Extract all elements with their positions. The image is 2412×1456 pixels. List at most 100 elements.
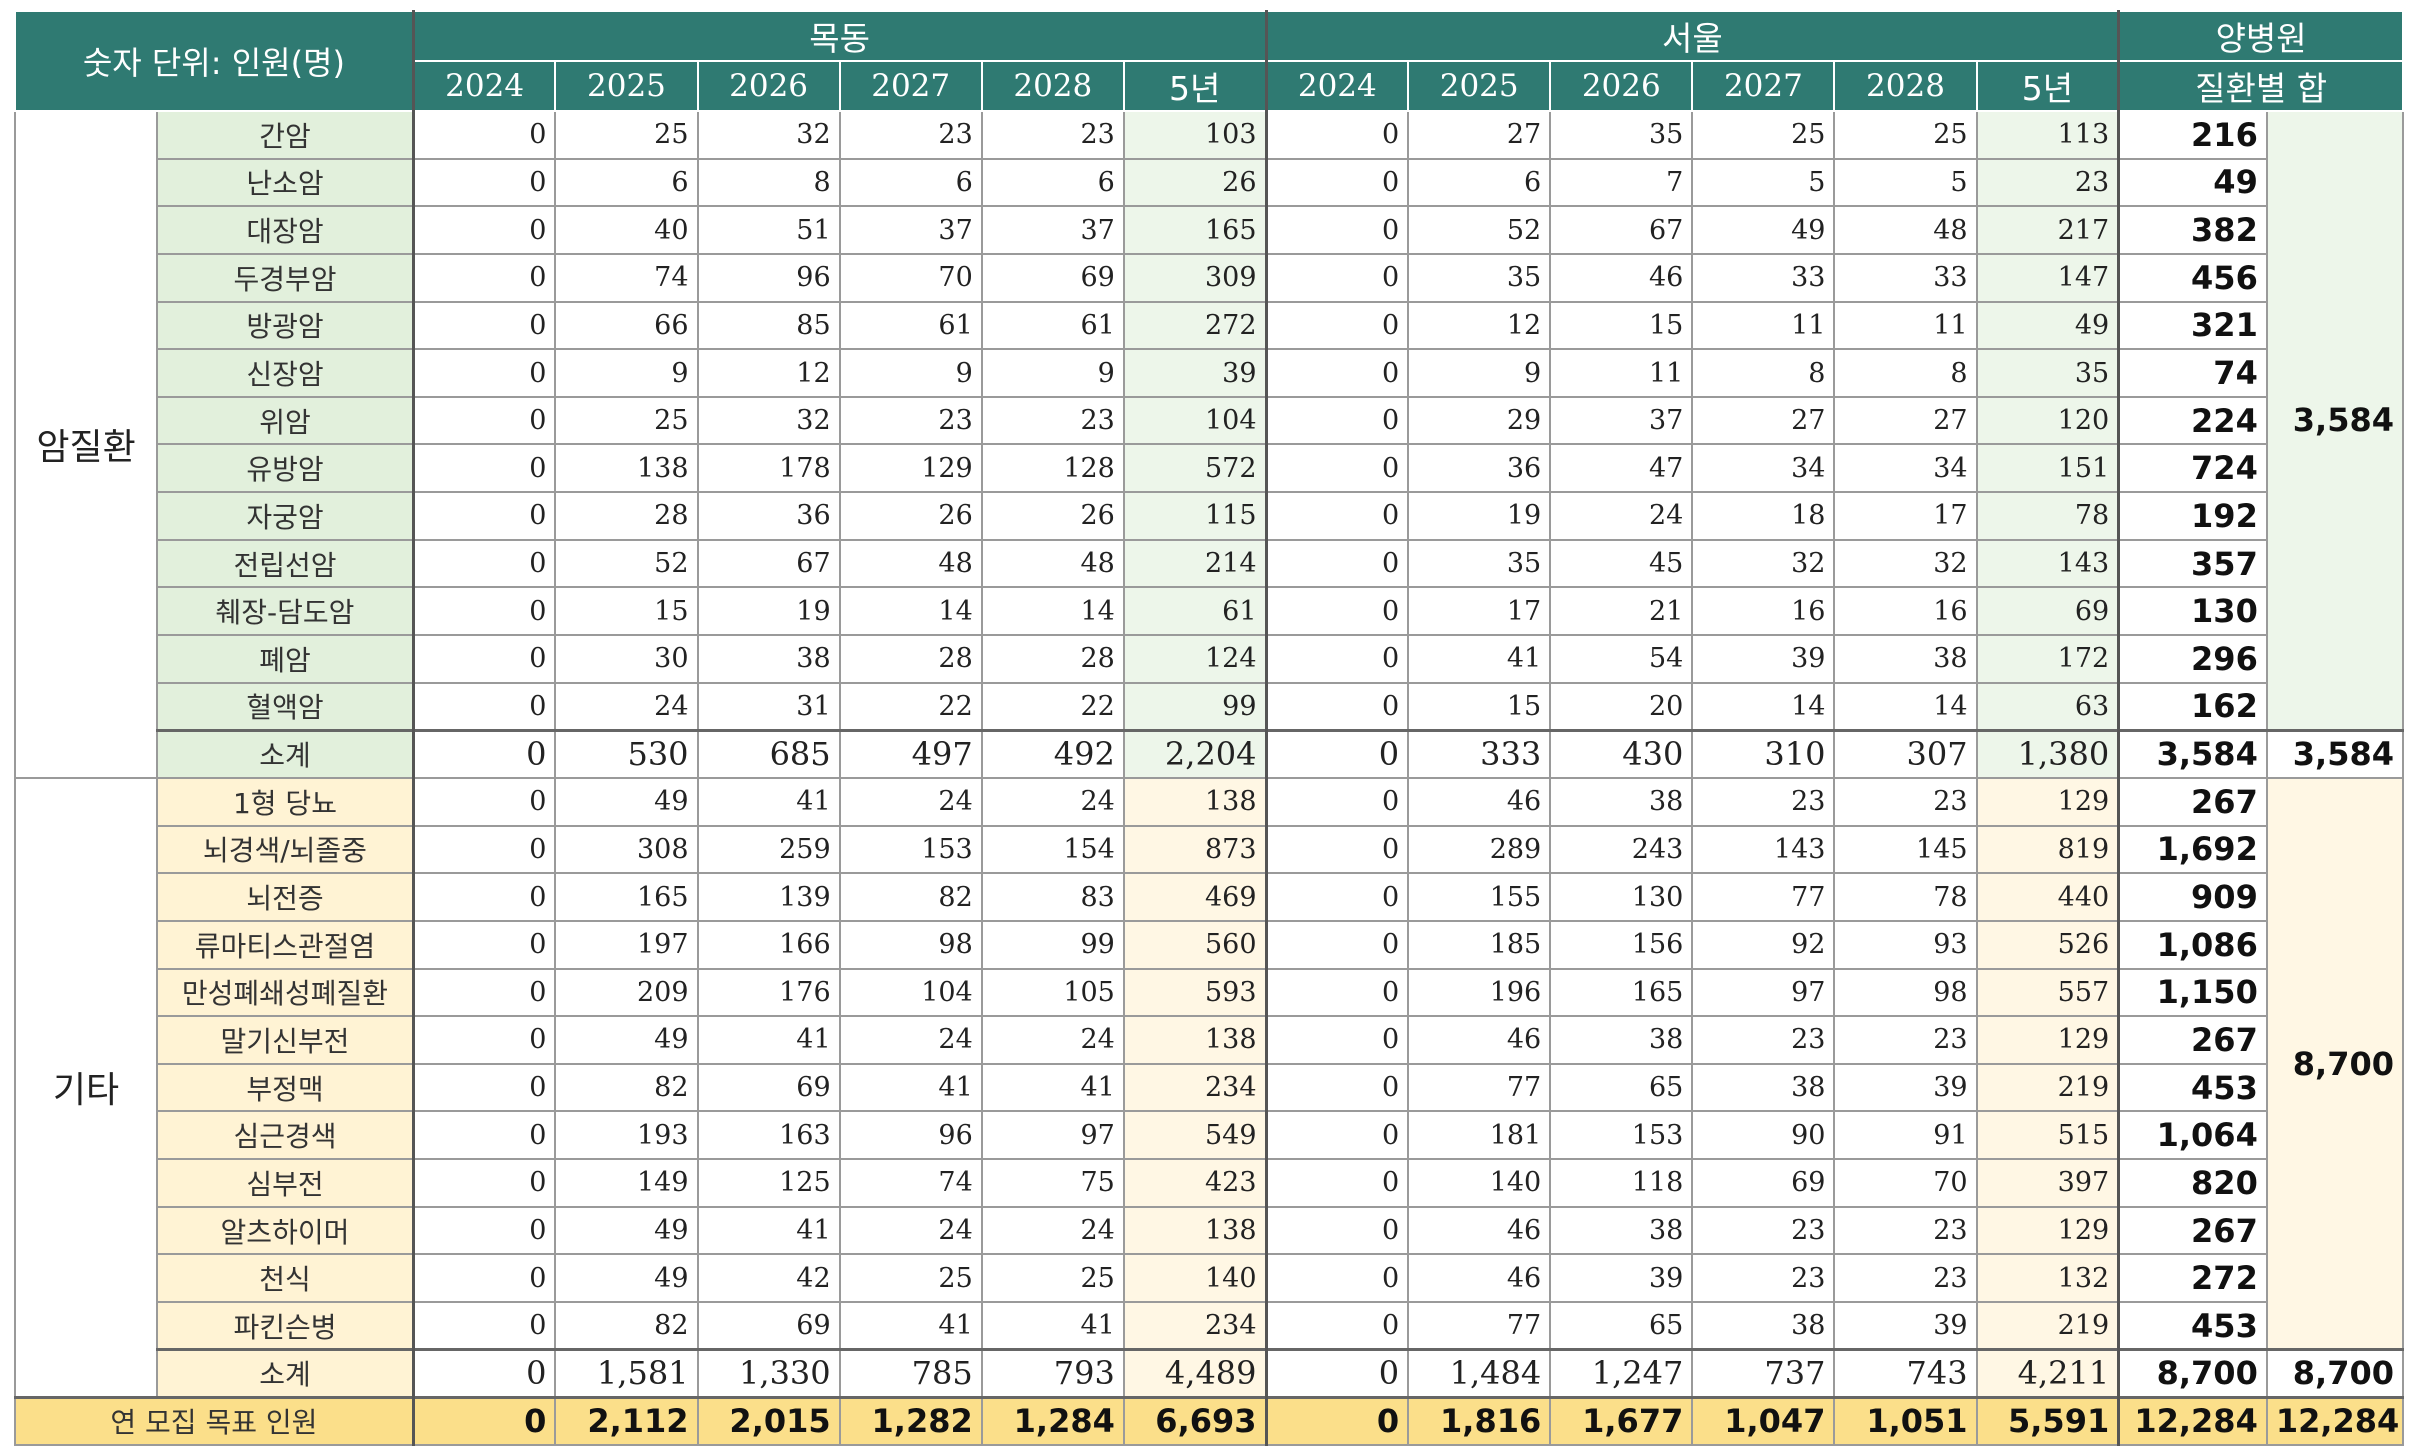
mokdong-value-cell: 0: [411, 205, 557, 255]
seoul-value-cell: 29: [1407, 395, 1552, 446]
mokdong-value-cell: 0: [411, 824, 557, 875]
subtotal-label: 소계: [156, 728, 415, 779]
mokdong-value-cell: 259: [696, 824, 841, 875]
mokdong-value-cell: 165: [554, 872, 699, 922]
table-row: 신장암 0 9 12 9 9 39 0 9 11 8 8 35 74: [15, 348, 2403, 398]
seoul-value-cell: 21: [1549, 586, 1694, 637]
mokdong-value-cell: 0: [411, 491, 557, 541]
disease-name: 1형 당뇨: [156, 776, 415, 827]
seoul-value-cell: 1,484: [1407, 1348, 1552, 1399]
seoul-five-year-cell: 129: [1975, 1205, 2120, 1256]
mokdong-value-cell: 24: [980, 1015, 1125, 1065]
seoul-value-cell: 0: [1264, 443, 1410, 494]
disease-name: 신장암: [156, 348, 415, 398]
seoul-value-cell: 333: [1407, 728, 1552, 779]
mokdong-value-cell: 25: [980, 1253, 1125, 1304]
disease-name: 알츠하이머: [156, 1205, 415, 1256]
seoul-value-cell: 70: [1833, 1158, 1978, 1208]
seoul-value-cell: 38: [1549, 1205, 1694, 1256]
mokdong-five-year-cell: 873: [1122, 824, 1268, 875]
mokdong-value-cell: 22: [980, 681, 1125, 732]
table-row: 위암 0 25 32 23 23 104 0 29 37 27 27 120 224: [15, 395, 2403, 446]
seoul-five-year-cell: 219: [1975, 1062, 2120, 1113]
seoul-value-cell: 46: [1407, 1015, 1552, 1065]
mokdong-value-cell: 69: [696, 1301, 841, 1351]
disease-sum: 216: [2117, 110, 2268, 160]
disease-sum: 74: [2117, 348, 2268, 398]
mokdong-value-cell: 49: [554, 776, 699, 827]
table-row: 천식 0 49 42 25 25 140 0 46 39 23 23 132 272: [15, 1253, 2403, 1304]
seoul-value-cell: 90: [1691, 1110, 1836, 1161]
seoul-five-year-cell: 4,211: [1975, 1348, 2120, 1399]
mokdong-value-cell: 51: [696, 205, 841, 255]
mokdong-value-cell: 0: [411, 157, 557, 208]
mokdong-five-year-cell: 272: [1122, 300, 1268, 351]
table-row: 심근경색 0 193 163 96 97 549 0 181 153 90 91 515 1,064: [15, 1110, 2403, 1161]
mokdong-value-cell: 14: [838, 586, 983, 637]
table-row: 난소암 0 6 8 6 6 26 0 6 7 5 5 23 49: [15, 157, 2403, 208]
mokdong-five-year-cell: 26: [1122, 157, 1268, 208]
disease-name: 심부전: [156, 1158, 415, 1208]
total-label: 연 모집 목표 인원: [13, 1395, 415, 1446]
disease-sum: 272: [2117, 1253, 2268, 1304]
seoul-value-cell: 0: [1264, 634, 1410, 684]
mokdong-five-year-cell: 140: [1122, 1253, 1268, 1304]
disease-name: 난소암: [156, 157, 415, 208]
mokdong-value-cell: 1,581: [554, 1348, 699, 1399]
total-mokdong-cell: 2,112: [554, 1395, 699, 1446]
mokdong-five-year-cell: 61: [1122, 586, 1268, 637]
disease-sum: 49: [2117, 157, 2268, 208]
mokdong-value-cell: 61: [838, 300, 983, 351]
mokdong-value-cell: 23: [980, 110, 1125, 160]
disease-sum: 820: [2117, 1158, 2268, 1208]
table-row: 부정맥 0 82 69 41 41 234 0 77 65 38 39 219 453: [15, 1062, 2403, 1113]
disease-sum: 1,064: [2117, 1110, 2268, 1161]
seoul-value-cell: 27: [1833, 395, 1978, 446]
seoul-five-year-cell: 23: [1975, 157, 2120, 208]
mokdong-value-cell: 96: [838, 1110, 983, 1161]
mokdong-value-cell: 40: [554, 205, 699, 255]
seoul-value-cell: 52: [1407, 205, 1552, 255]
mokdong-value-cell: 530: [554, 728, 699, 779]
seoul-value-cell: 0: [1264, 1253, 1410, 1304]
seoul-value-cell: 9: [1407, 348, 1552, 398]
seoul-value-cell: 77: [1407, 1062, 1552, 1113]
mokdong-value-cell: 41: [696, 1015, 841, 1065]
year-header: 2025: [1407, 60, 1552, 112]
mokdong-value-cell: 0: [411, 1253, 557, 1304]
seoul-value-cell: 0: [1264, 157, 1410, 208]
disease-sum: 224: [2117, 395, 2268, 446]
mokdong-value-cell: 308: [554, 824, 699, 875]
disease-name: 부정맥: [156, 1062, 415, 1113]
seoul-value-cell: 23: [1691, 1253, 1836, 1304]
seoul-five-year-cell: 129: [1975, 1015, 2120, 1065]
mokdong-value-cell: 49: [554, 1253, 699, 1304]
year-header: 2027: [838, 60, 983, 112]
seoul-five-year-cell: 515: [1975, 1110, 2120, 1161]
table-row: 심부전 0 149 125 74 75 423 0 140 118 69 70 397 820: [15, 1158, 2403, 1208]
disease-name: 자궁암: [156, 491, 415, 541]
mokdong-value-cell: 37: [838, 205, 983, 255]
mokdong-value-cell: 23: [980, 395, 1125, 446]
seoul-value-cell: 0: [1264, 110, 1410, 160]
mokdong-five-year-cell: 103: [1122, 110, 1268, 160]
seoul-value-cell: 23: [1691, 1205, 1836, 1256]
mokdong-value-cell: 38: [696, 634, 841, 684]
seoul-value-cell: 98: [1833, 967, 1978, 1018]
seoul-value-cell: 185: [1407, 919, 1552, 970]
mokdong-value-cell: 785: [838, 1348, 983, 1399]
disease-name: 대장암: [156, 205, 415, 255]
mokdong-value-cell: 25: [554, 395, 699, 446]
seoul-five-year-cell: 120: [1975, 395, 2120, 446]
seoul-value-cell: 19: [1407, 491, 1552, 541]
mokdong-value-cell: 97: [980, 1110, 1125, 1161]
seoul-value-cell: 38: [1691, 1301, 1836, 1351]
category-label: 기타: [13, 776, 159, 1399]
disease-name: 만성폐쇄성폐질환: [156, 967, 415, 1018]
seoul-value-cell: 46: [1549, 252, 1694, 303]
mokdong-value-cell: 0: [411, 967, 557, 1018]
unit-label: 숫자 단위: 인원(명): [13, 10, 415, 112]
mokdong-value-cell: 24: [980, 776, 1125, 827]
disease-name: 두경부암: [156, 252, 415, 303]
seoul-five-year-cell: 397: [1975, 1158, 2120, 1208]
